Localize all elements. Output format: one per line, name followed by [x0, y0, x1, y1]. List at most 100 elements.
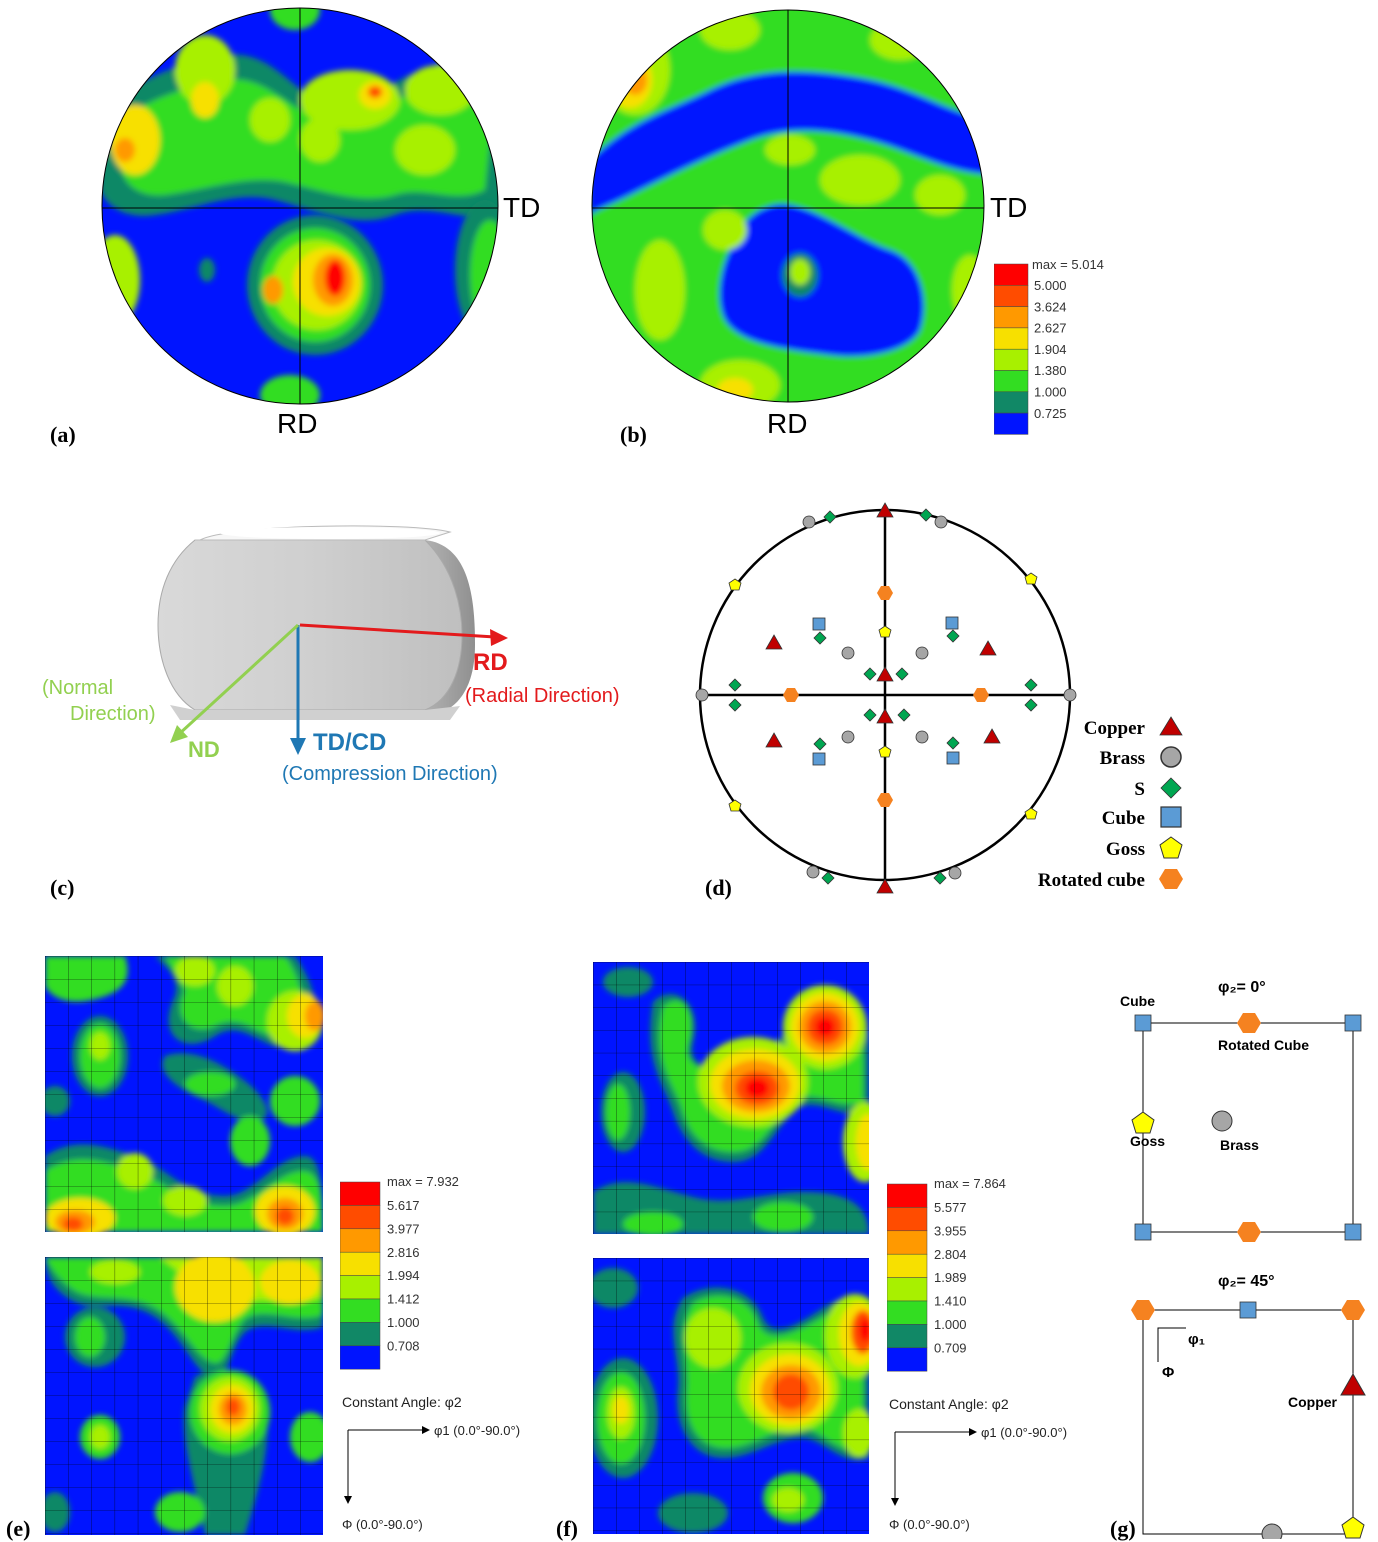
rd-desc: (Radial Direction) — [465, 685, 620, 707]
pole-figure-legend: max = 5.014 5.000 3.624 2.627 1.904 1.380 1.0… — [994, 257, 1104, 435]
odf-axes-e: φ1 (0.0°-90.0°) Φ (0.0°-90.0°) — [342, 1423, 520, 1532]
legend-level: 0.708 — [387, 1338, 420, 1353]
panel-label-g: (g) — [1110, 1516, 1136, 1541]
legend-level: 1.410 — [934, 1294, 967, 1309]
legend-level: 1.989 — [934, 1270, 967, 1285]
td-text: TD/CD — [313, 729, 386, 756]
legend-level: 3.624 — [1034, 299, 1067, 314]
td-desc: (Compression Direction) — [282, 763, 498, 785]
nd-arrow — [170, 623, 300, 743]
legend-swatch — [994, 327, 1029, 350]
legend-swatch — [340, 1228, 381, 1253]
odf-section-e-bottom — [45, 1257, 323, 1535]
legend-level: 1.904 — [1034, 342, 1067, 357]
odf-legend-f: max = 7.864 5.577 3.955 2.804 1.989 1.410 1.0… — [887, 1176, 1006, 1372]
ideal-orientation-figure: Copper Brass S Cube Goss Rotated cube — [695, 502, 1183, 894]
legend-swatch — [887, 1253, 928, 1278]
legend-swatch — [994, 370, 1029, 393]
phi1-label: φ₁ — [1188, 1331, 1205, 1348]
legend-swatch — [340, 1205, 381, 1230]
panel-label-e: (e) — [6, 1516, 31, 1541]
legend-swatch — [340, 1181, 381, 1206]
Phi-label: Φ — [1162, 1364, 1174, 1381]
legend-swatch — [994, 263, 1029, 286]
legend-swatch — [887, 1300, 928, 1325]
ideal-legend-label: Brass — [1100, 748, 1145, 769]
panel-label-d: (d) — [705, 875, 732, 900]
ideal-legend-symbol — [1159, 869, 1183, 889]
phi1-axis-e: φ1 (0.0°-90.0°) — [434, 1423, 520, 1438]
pole-figure-a — [101, 7, 499, 405]
nd-desc-1: (Normal — [42, 677, 113, 699]
specimen-diagram: RD (Radial Direction) (Normal Direction)… — [42, 525, 620, 785]
odf-section-f-bottom — [593, 1258, 869, 1534]
rd-arrow — [299, 623, 508, 646]
legend-swatch — [340, 1251, 381, 1276]
td-label-a: TD — [503, 192, 541, 223]
ideal-legend-label: S — [1134, 779, 1145, 800]
legend-swatch — [340, 1322, 381, 1347]
legend-level: 2.627 — [1034, 321, 1067, 336]
nd-text: ND — [188, 737, 220, 762]
ideal-legend-symbol — [1160, 777, 1182, 799]
nd-desc-2: Direction) — [70, 703, 156, 725]
odf-key-diagram: φ₂= 0° Cube Rotated Cube Goss Brass φ₂= … — [1120, 979, 1366, 1539]
td-arrow — [290, 625, 306, 755]
legend-swatch — [340, 1298, 381, 1323]
legend-swatch — [887, 1183, 928, 1208]
legend-level: 0.709 — [934, 1340, 967, 1355]
legend-level: 3.977 — [387, 1221, 420, 1236]
legend-level: 5.577 — [934, 1200, 967, 1215]
legend-max-e: max = 7.932 — [387, 1174, 459, 1189]
legend-level: 1.994 — [387, 1268, 420, 1283]
ideal-legend-symbol — [1160, 806, 1182, 828]
legend-level: 1.000 — [1034, 385, 1067, 400]
panel-label-a: (a) — [50, 422, 76, 447]
legend-swatch — [340, 1345, 381, 1370]
legend-swatch — [994, 348, 1029, 371]
legend-level: 5.617 — [387, 1198, 420, 1213]
legend-level: 3.955 — [934, 1223, 967, 1238]
odf-section-f-top — [593, 962, 869, 1234]
pole-figure-b — [591, 9, 985, 403]
legend-level: 2.816 — [387, 1245, 420, 1260]
legend-swatch — [994, 306, 1029, 329]
brass-label: Brass — [1220, 1137, 1259, 1153]
ideal-legend-label: Cube — [1102, 808, 1145, 829]
rotated-cube-label: Rotated Cube — [1218, 1037, 1309, 1053]
panel-label-b: (b) — [620, 422, 647, 447]
panel-label-f: (f) — [556, 1516, 578, 1541]
odf-legend-e: max = 7.932 5.617 3.977 2.816 1.994 1.412 1.0… — [340, 1174, 459, 1370]
legend-max-f: max = 7.864 — [934, 1176, 1006, 1191]
legend-swatch — [887, 1230, 928, 1255]
legend-level: 2.804 — [934, 1247, 967, 1262]
goss-label: Goss — [1130, 1133, 1165, 1149]
odf-axes-f: φ1 (0.0°-90.0°) Φ (0.0°-90.0°) — [889, 1425, 1067, 1532]
legend-swatch — [994, 391, 1029, 414]
constant-angle-f: Constant Angle: φ2 — [889, 1396, 1009, 1412]
legend-level: 1.412 — [387, 1292, 420, 1307]
rd-label-a: RD — [277, 408, 318, 439]
rd-label-b: RD — [767, 408, 808, 439]
sec0-title: φ₂= 0° — [1218, 979, 1266, 996]
ideal-legend-label: Rotated cube — [1038, 870, 1145, 891]
legend-swatch — [340, 1275, 381, 1300]
legend-max: max = 5.014 — [1032, 257, 1104, 272]
legend-level: 1.000 — [387, 1315, 420, 1330]
Phi-axis-f: Φ (0.0°-90.0°) — [889, 1517, 970, 1532]
legend-level: 5.000 — [1034, 278, 1067, 293]
Phi-axis-e: Φ (0.0°-90.0°) — [342, 1517, 423, 1532]
phi1-axis-f: φ1 (0.0°-90.0°) — [981, 1425, 1067, 1440]
legend-swatch — [887, 1207, 928, 1232]
legend-swatch — [994, 285, 1029, 307]
legend-swatch — [887, 1347, 928, 1372]
legend-level: 1.000 — [934, 1317, 967, 1332]
legend-level: 1.380 — [1034, 363, 1067, 378]
ideal-legend-symbol — [1159, 716, 1183, 736]
cube-label: Cube — [1120, 993, 1155, 1009]
legend-level: 0.725 — [1034, 406, 1067, 421]
ideal-legend-label: Goss — [1106, 839, 1145, 860]
sec45-title: φ₂= 45° — [1218, 1273, 1275, 1290]
constant-angle-e: Constant Angle: φ2 — [342, 1394, 462, 1410]
ideal-legend-label: Copper — [1084, 718, 1146, 739]
